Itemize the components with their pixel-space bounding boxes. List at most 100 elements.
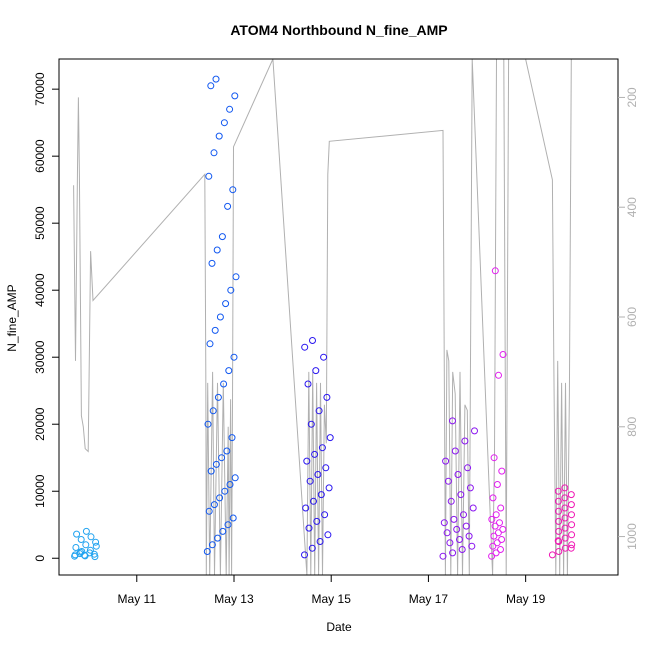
data-point <box>321 511 329 519</box>
y-tick-label: 20000 <box>33 407 47 441</box>
x-axis-label: Date <box>326 620 352 634</box>
axes-layer: May 11 May 13 May 15 May 17 May 19 0 10000 2000… <box>33 58 639 606</box>
data-point <box>490 532 498 540</box>
data-point <box>302 504 310 512</box>
y-tick-label: 10000 <box>33 474 47 508</box>
x-tick-label: May 19 <box>506 592 546 606</box>
data-point <box>315 407 323 415</box>
data-point <box>313 517 321 525</box>
data-point <box>230 353 238 361</box>
data-point <box>226 481 234 488</box>
y2-tick-label: 400 <box>625 197 639 217</box>
data-point <box>224 521 232 529</box>
y2-tick-label: 600 <box>625 307 639 327</box>
data-point <box>91 553 99 561</box>
data-point <box>212 75 220 83</box>
data-point <box>214 534 222 542</box>
cluster-5 <box>488 267 507 560</box>
data-point <box>496 519 503 527</box>
y-tick-label: 60000 <box>33 139 47 173</box>
data-point <box>567 544 575 552</box>
data-point <box>489 494 497 502</box>
data-point <box>216 494 224 502</box>
data-point <box>491 522 499 530</box>
data-point <box>493 481 501 488</box>
data-point <box>567 501 575 509</box>
y-tick-label: 40000 <box>33 273 47 307</box>
data-point <box>224 202 232 210</box>
data-point <box>213 246 221 254</box>
data-point <box>567 491 575 499</box>
data-point <box>322 464 330 472</box>
data-point <box>465 532 473 540</box>
data-point <box>442 457 450 465</box>
data-point <box>208 259 216 267</box>
data-point <box>464 464 472 472</box>
data-point <box>231 474 239 482</box>
data-point <box>314 471 322 478</box>
data-point <box>323 393 331 401</box>
data-point <box>216 313 224 321</box>
data-point <box>211 326 219 334</box>
data-point <box>208 541 216 549</box>
data-point <box>453 525 461 533</box>
data-point <box>73 530 81 538</box>
data-point <box>304 380 312 388</box>
data-point <box>214 393 222 401</box>
data-point <box>492 549 500 557</box>
data-point <box>555 517 563 525</box>
y-tick-label: 0 <box>33 555 47 562</box>
y2-tick-label: 1000 <box>625 523 639 550</box>
data-point <box>466 484 474 492</box>
data-point <box>306 477 314 485</box>
chart-title: ATOM4 Northbound N_fine_AMP <box>230 22 447 38</box>
cluster-1 <box>71 527 100 561</box>
data-point <box>228 434 236 442</box>
data-point <box>488 515 496 523</box>
points-layer <box>71 75 576 561</box>
data-point <box>568 511 575 519</box>
data-point <box>212 460 220 468</box>
data-point <box>568 531 576 539</box>
data-point <box>206 340 214 348</box>
data-point <box>561 514 569 522</box>
data-point <box>454 471 462 478</box>
data-point <box>218 454 226 462</box>
data-point <box>222 300 230 308</box>
data-point <box>205 507 213 515</box>
cluster-2 <box>203 75 240 555</box>
data-point <box>499 525 507 533</box>
y-tick-label: 30000 <box>33 340 47 374</box>
data-point <box>444 477 452 485</box>
data-point <box>305 524 313 532</box>
data-point <box>317 491 325 499</box>
x-tick-label: May 15 <box>312 592 352 606</box>
data-point <box>301 343 309 351</box>
data-point <box>210 149 218 157</box>
data-point <box>451 447 459 455</box>
data-point <box>325 484 333 492</box>
data-point <box>232 273 240 281</box>
data-point <box>561 484 569 492</box>
data-point <box>439 552 447 560</box>
data-point <box>456 536 463 543</box>
data-point <box>92 538 100 546</box>
cluster-6 <box>548 484 576 559</box>
data-point <box>226 105 234 113</box>
data-point <box>555 527 563 535</box>
data-point <box>215 132 223 140</box>
data-point <box>227 286 235 294</box>
data-point <box>449 549 457 557</box>
cluster-3 <box>301 337 334 559</box>
data-point <box>561 524 569 532</box>
data-point <box>221 487 229 495</box>
data-point <box>86 546 94 554</box>
data-point <box>568 541 576 549</box>
data-point <box>326 434 334 442</box>
x-tick-label: May 11 <box>118 592 157 606</box>
data-point <box>494 529 502 537</box>
data-point <box>489 542 497 550</box>
